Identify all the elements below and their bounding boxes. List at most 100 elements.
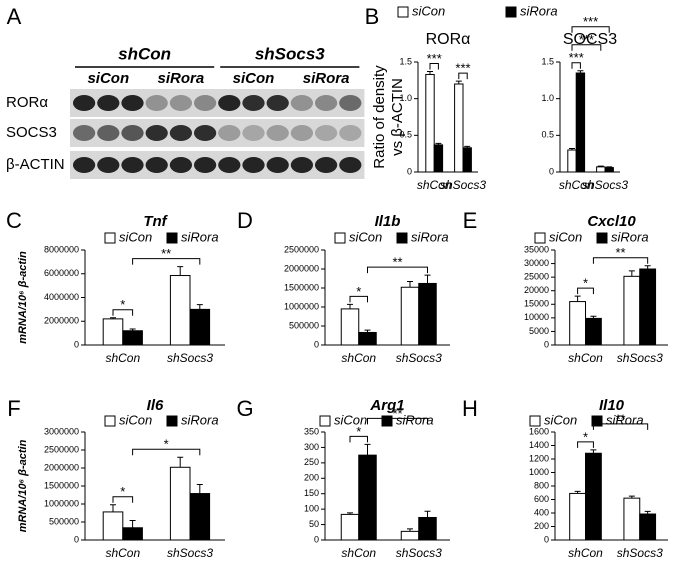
bar [189,493,211,541]
bar [639,268,657,346]
y-tick-label: 200 [534,521,549,531]
y-tick-label: 2000000 [44,316,79,326]
bar [418,282,437,346]
legend-label: siRora [181,412,219,427]
y-tick-label: 0.5 [541,130,554,140]
legend-swatch [319,415,331,427]
legend-label: siRora [396,412,434,427]
error-bar [427,71,433,75]
blot-band [290,95,314,111]
bar [462,147,472,173]
significance-bracket [592,423,649,430]
blot-band [97,125,120,141]
y-tick-label: 0 [314,534,319,544]
blot-band [339,157,362,173]
significance-label: * [583,429,588,444]
chart-title: Il1b [375,213,401,230]
y-tick-label: 8000000 [44,244,79,254]
error-bar [364,329,371,333]
significance-label: * [356,284,361,299]
blot-band [121,125,144,141]
x-tick-label: shSocs3 [396,546,442,560]
blot-group: shSocs3 [255,44,325,63]
significance-bracket [571,26,610,33]
y-axis-label: vs β-ACTIN [389,78,406,156]
y-axis-label: Ratio of density [371,65,388,169]
blot-band [169,95,193,111]
blot-band [266,125,289,141]
legend-swatch [166,232,178,244]
error-bar [364,443,371,456]
significance-label: * [120,484,125,499]
y-tick-label: 600 [534,494,549,504]
x-tick-label: shSocs3 [396,351,442,365]
error-bar [407,528,413,532]
chart-title: Arg1 [369,397,404,414]
bar [358,454,377,541]
y-tick-label: 500000 [289,320,319,330]
y-tick-label: 800 [534,480,549,490]
x-tick-label: shSocs3 [582,178,628,192]
y-tick-label: 1000000 [284,301,319,311]
significance-bracket [577,287,594,295]
significance-label: * [583,276,588,291]
blot-band [72,95,96,111]
legend-swatch [381,415,393,427]
y-tick-label: 4000000 [44,292,79,302]
error-bar [577,70,584,73]
error-bar [628,495,635,499]
error-bar [424,274,431,284]
error-bar [347,512,353,515]
significance-bracket [367,417,428,425]
y-tick-label: 30000 [524,258,549,268]
error-bar [590,315,597,319]
x-tick-label: shCon [559,178,594,192]
panel-label: B [365,4,380,29]
error-bar [590,449,597,454]
blot-subgroup: siCon [233,70,275,87]
error-bar [464,145,471,148]
bar [400,530,420,541]
legend-label: siCon [544,412,577,427]
error-bar [129,520,136,528]
y-tick-label: 250 [304,457,319,467]
y-tick-label: 10000 [524,312,549,322]
y-tick-label: 0 [314,339,319,349]
blot-band [72,157,96,173]
significance-label: ** [615,245,625,260]
legend-label: siCon [349,229,382,244]
bar [604,167,614,173]
error-bar [574,490,581,494]
blot-band [72,125,96,141]
bar [596,166,606,173]
error-bar [569,148,575,150]
legend-label: siRora [411,229,449,244]
error-bar [455,80,462,84]
blot-band [193,125,217,141]
error-bar [435,142,442,145]
legend-label: siCon [549,229,582,244]
y-tick-label: 2500000 [44,444,79,454]
y-tick-label: 25000 [524,272,549,282]
significance-bracket [132,448,201,456]
bar [122,527,143,541]
significance-bracket [592,257,649,264]
blot-band [121,95,144,111]
y-tick-label: 0 [407,166,412,176]
panel-label: E [463,208,478,233]
y-axis-label: mRNA/10⁶ β-actin [17,251,29,344]
y-tick-label: 1200 [529,453,549,463]
significance-bracket [349,435,368,443]
chart-title: Tnf [143,213,168,230]
error-bar [628,270,635,277]
y-tick-label: 6000000 [44,268,79,278]
legend-label: siCon [119,412,152,427]
error-bar [424,510,431,518]
y-tick-label: 1.5 [541,56,554,66]
bar [585,317,602,346]
chart-title: Cxcl10 [587,213,636,230]
blot-band [339,125,362,141]
blot-band [218,95,241,111]
blot-band [314,125,338,141]
